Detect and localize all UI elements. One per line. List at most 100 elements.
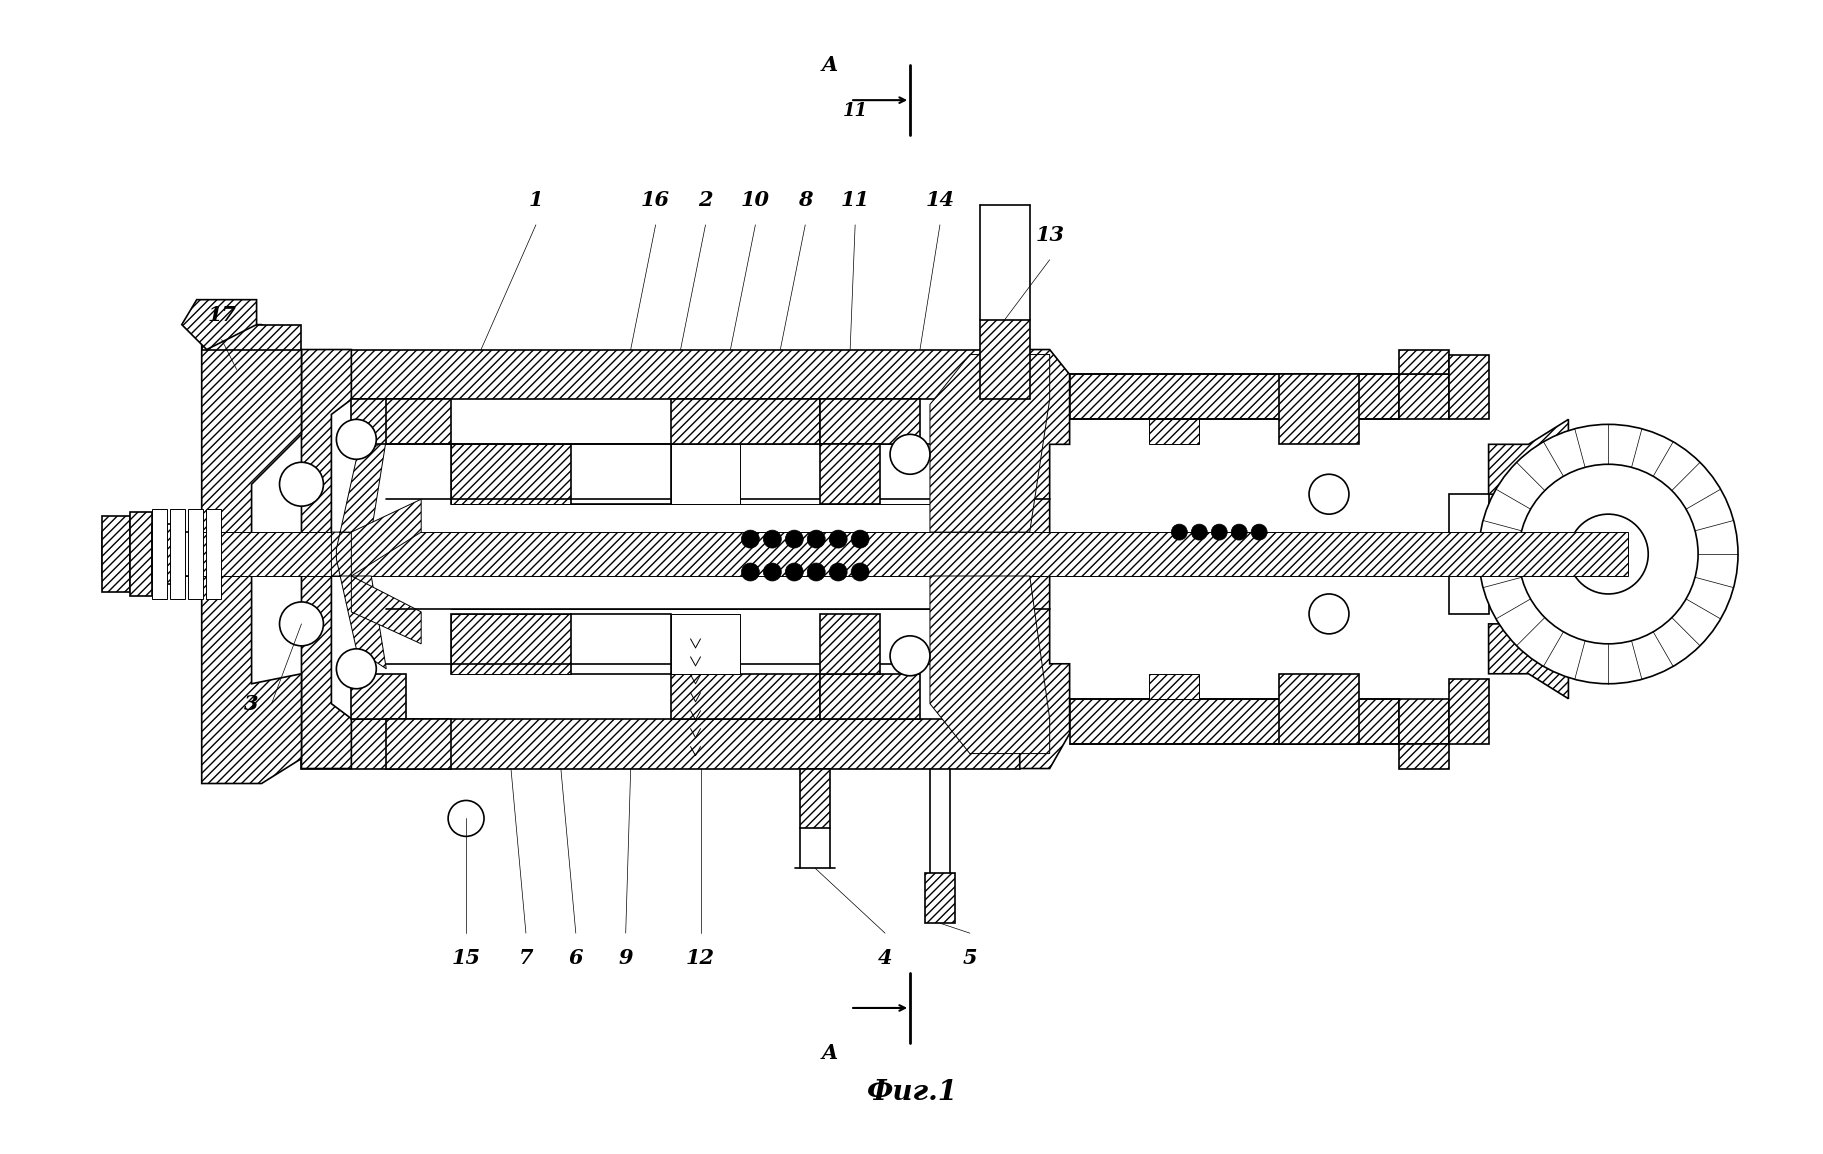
Text: 11: 11	[842, 102, 868, 120]
Circle shape	[1309, 594, 1349, 634]
Polygon shape	[202, 324, 301, 350]
Bar	[1068, 698, 1398, 743]
Circle shape	[808, 530, 824, 548]
Bar	[800, 769, 829, 829]
Bar	[571, 444, 671, 504]
Text: 10: 10	[740, 190, 769, 210]
Text: 5: 5	[963, 949, 977, 968]
Polygon shape	[1488, 624, 1568, 698]
Bar	[1447, 494, 1488, 614]
Circle shape	[1519, 464, 1697, 644]
Polygon shape	[352, 576, 421, 644]
Polygon shape	[352, 500, 421, 576]
Bar	[1398, 743, 1447, 769]
Circle shape	[764, 530, 780, 548]
Bar	[170, 509, 184, 599]
Circle shape	[1190, 524, 1207, 540]
Bar	[352, 674, 407, 719]
Bar	[151, 526, 164, 582]
Bar	[1148, 419, 1200, 444]
Polygon shape	[182, 300, 257, 350]
Text: 4: 4	[877, 949, 891, 968]
Circle shape	[1309, 474, 1349, 515]
Text: 7: 7	[518, 949, 532, 968]
Bar	[1068, 375, 1398, 419]
Bar	[301, 350, 1019, 399]
Bar	[1278, 674, 1358, 743]
Bar	[102, 532, 1628, 576]
Bar	[1398, 350, 1447, 375]
Bar	[188, 509, 202, 599]
Bar	[450, 444, 571, 504]
Circle shape	[829, 530, 846, 548]
Text: 17: 17	[208, 305, 235, 324]
Bar	[820, 444, 879, 504]
Circle shape	[1478, 425, 1737, 683]
Text: 6: 6	[569, 949, 583, 968]
Bar	[924, 874, 955, 923]
Bar	[450, 444, 571, 504]
Circle shape	[1170, 524, 1187, 540]
Text: 3: 3	[244, 694, 259, 713]
Text: A: A	[822, 55, 839, 75]
Circle shape	[851, 563, 868, 580]
Circle shape	[335, 419, 376, 459]
Text: A: A	[822, 1043, 839, 1063]
Bar	[1278, 375, 1358, 444]
Bar	[1447, 532, 1499, 576]
Text: 8: 8	[798, 190, 811, 210]
Text: 13: 13	[1035, 225, 1063, 245]
Polygon shape	[1488, 419, 1568, 494]
Polygon shape	[386, 719, 450, 769]
Circle shape	[786, 530, 802, 548]
Polygon shape	[386, 399, 450, 444]
Circle shape	[279, 463, 323, 507]
Bar	[164, 524, 179, 584]
Circle shape	[890, 636, 930, 676]
Circle shape	[1210, 524, 1227, 540]
Polygon shape	[202, 324, 301, 784]
Text: 2: 2	[698, 190, 713, 210]
Bar	[820, 674, 919, 719]
Text: 11: 11	[840, 190, 870, 210]
Bar	[671, 444, 740, 504]
Bar	[129, 512, 151, 595]
Circle shape	[764, 563, 780, 580]
Circle shape	[448, 801, 483, 837]
Bar	[1148, 674, 1200, 698]
Text: 15: 15	[452, 949, 479, 968]
Text: 14: 14	[924, 190, 953, 210]
Bar	[820, 399, 919, 444]
Circle shape	[1251, 524, 1267, 540]
Polygon shape	[930, 576, 1048, 754]
Bar	[450, 614, 571, 674]
Bar	[206, 509, 221, 599]
Polygon shape	[930, 354, 1048, 532]
Circle shape	[1568, 515, 1648, 594]
Bar	[671, 614, 740, 674]
Circle shape	[740, 563, 758, 580]
Bar	[102, 532, 191, 576]
Circle shape	[808, 563, 824, 580]
Bar	[1447, 679, 1488, 743]
Circle shape	[1231, 524, 1247, 540]
Bar	[352, 399, 407, 444]
Polygon shape	[301, 350, 352, 769]
Circle shape	[335, 649, 376, 689]
Bar	[979, 320, 1030, 399]
Text: 12: 12	[685, 949, 715, 968]
Bar	[450, 614, 571, 674]
Circle shape	[786, 563, 802, 580]
Bar	[151, 509, 166, 599]
Bar	[671, 399, 820, 444]
Bar	[1447, 354, 1488, 419]
Bar	[1398, 375, 1447, 419]
Circle shape	[851, 530, 868, 548]
Circle shape	[279, 602, 323, 646]
Polygon shape	[332, 440, 386, 669]
Text: Фиг.1: Фиг.1	[866, 1079, 957, 1107]
Bar	[301, 719, 1019, 769]
Polygon shape	[1019, 350, 1068, 769]
Bar	[1398, 698, 1447, 743]
Text: 9: 9	[618, 949, 633, 968]
